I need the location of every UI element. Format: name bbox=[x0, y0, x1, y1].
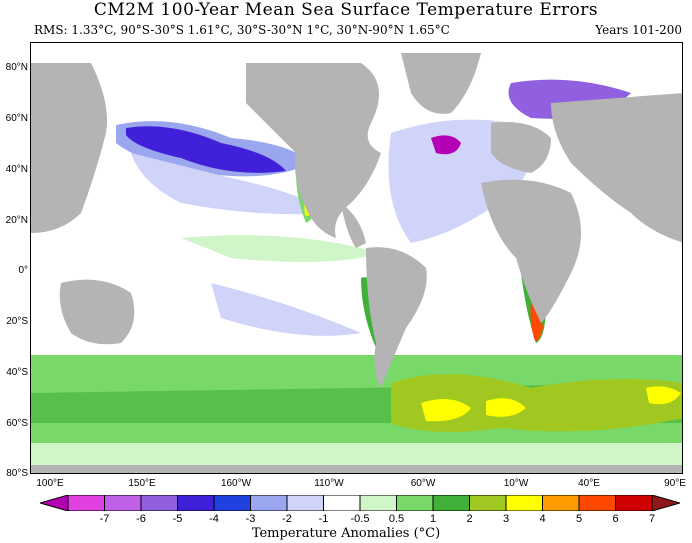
central-america bbox=[341, 203, 366, 248]
colorbar-tick-label: 1 bbox=[429, 513, 437, 525]
colorbar-swatch bbox=[396, 495, 434, 511]
map-title: CM2M 100-Year Mean Sea Surface Temperatu… bbox=[93, 0, 599, 20]
colorbar-swatch bbox=[615, 495, 653, 511]
tropical-pacific-green bbox=[181, 235, 381, 262]
lat-label-80s: 80°S bbox=[6, 468, 28, 479]
colorbar-swatch bbox=[177, 495, 215, 511]
years-label: Years 101-200 bbox=[595, 23, 682, 37]
colorbar-swatch bbox=[323, 495, 361, 511]
colorbar-title: Temperature Anomalies (°C) bbox=[251, 526, 441, 541]
lat-label-60n: 60°N bbox=[5, 113, 28, 124]
colorbar-tick-label: 6 bbox=[612, 513, 619, 525]
colorbar-swatch bbox=[469, 495, 507, 511]
colorbar-swatch bbox=[250, 495, 288, 511]
natl-cold-core bbox=[431, 135, 461, 155]
npac-cold-core bbox=[126, 126, 286, 173]
colorbar-swatch bbox=[286, 495, 324, 511]
colorbar-swatch bbox=[542, 495, 580, 511]
sst-error-map bbox=[30, 42, 683, 474]
colorbar-high-arrow bbox=[651, 495, 680, 511]
lon-label-110w: 110°W bbox=[314, 478, 344, 489]
africa bbox=[481, 179, 581, 323]
colorbar-swatch bbox=[578, 495, 616, 511]
antarctica bbox=[31, 465, 682, 473]
colorbar-swatch bbox=[505, 495, 543, 511]
southern-ocean-olive bbox=[391, 374, 682, 432]
colorbar-tick-label: 4 bbox=[539, 513, 546, 525]
warm-patch-2 bbox=[486, 398, 526, 417]
colorbar-tick-label: 7 bbox=[648, 513, 656, 525]
lat-label-20n: 20°N bbox=[5, 215, 28, 226]
lon-label-90e: 90°E bbox=[664, 478, 686, 489]
colorbar-tick-label: -6 bbox=[136, 513, 146, 525]
colorbar-tick-label: 2 bbox=[466, 513, 473, 525]
colorbar-swatch bbox=[359, 495, 397, 511]
lon-label-150e: 150°E bbox=[128, 478, 156, 489]
greenland bbox=[401, 53, 481, 114]
lon-label-160w: 160°W bbox=[220, 478, 252, 489]
lon-label-10w: 10°W bbox=[503, 478, 529, 489]
warm-patch-3 bbox=[646, 386, 681, 405]
colorbar-swatch bbox=[213, 495, 251, 511]
europe bbox=[491, 122, 551, 173]
east-asia bbox=[31, 63, 107, 233]
lon-label-100e: 100°E bbox=[36, 478, 64, 489]
lat-label-80n: 80°N bbox=[5, 62, 28, 73]
lat-label-0: 0° bbox=[18, 265, 28, 276]
colorbar-swatch bbox=[140, 495, 178, 511]
lat-label-40n: 40°N bbox=[5, 164, 28, 175]
south-america bbox=[366, 247, 427, 388]
lon-label-60w: 60°W bbox=[410, 478, 436, 489]
lat-label-40s: 40°S bbox=[6, 367, 28, 378]
colorbar-tick-label: -0.5 bbox=[350, 513, 370, 525]
npac-cold-light bbox=[131, 153, 331, 215]
warm-patch-1 bbox=[421, 399, 471, 422]
colorbar-tick-label: -7 bbox=[99, 513, 110, 525]
colorbar-swatch bbox=[104, 495, 142, 511]
colorbar-swatch bbox=[432, 495, 470, 511]
colorbar-low-arrow bbox=[40, 495, 69, 511]
eurasia bbox=[551, 93, 682, 243]
colorbar-tick-label: -5 bbox=[172, 513, 183, 525]
australia bbox=[59, 279, 135, 345]
colorbar-tick-label: -2 bbox=[282, 513, 292, 525]
colorbar-tick-label: -1 bbox=[318, 513, 329, 525]
colorbar-tick-label: -3 bbox=[245, 513, 256, 525]
colorbar-tick-label: 0.5 bbox=[388, 513, 405, 525]
lon-label-40e: 40°E bbox=[578, 478, 600, 489]
rms-subtitle: RMS: 1.33°C, 90°S-30°S 1.61°C, 30°S-30°N… bbox=[34, 23, 450, 37]
north-america bbox=[246, 63, 381, 238]
lat-label-20s: 20°S bbox=[6, 316, 28, 327]
colorbar-swatch bbox=[67, 495, 105, 511]
benguela-warm bbox=[530, 302, 543, 342]
lat-label-60s: 60°S bbox=[6, 418, 28, 429]
colorbar bbox=[40, 495, 680, 511]
south-pacific-cool bbox=[211, 283, 361, 336]
colorbar-tick-label: 5 bbox=[575, 513, 583, 525]
colorbar-tick-label: 3 bbox=[502, 513, 510, 525]
colorbar-tick-label: -4 bbox=[209, 513, 219, 525]
